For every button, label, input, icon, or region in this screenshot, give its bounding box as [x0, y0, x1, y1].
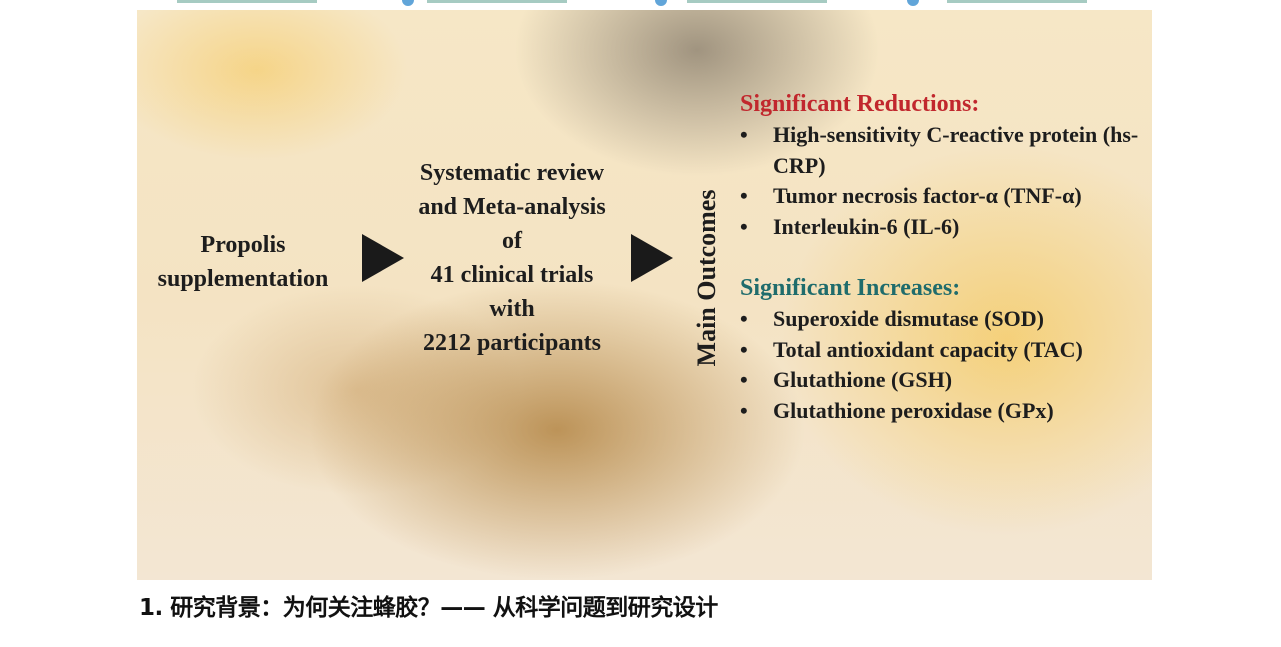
- list-item: High-sensitivity C-reactive protein (hs-…: [740, 120, 1152, 181]
- method-line: of: [502, 228, 522, 254]
- section-heading: 1. 研究背景：为何关注蜂胶？—— 从科学问题到研究设计: [139, 595, 718, 621]
- outcomes-list: Significant Reductions: High-sensitivity…: [740, 88, 1152, 426]
- input-label: Propolis supplementation: [157, 232, 329, 292]
- method-line: Systematic review: [419, 160, 605, 186]
- watermark-text: [947, 0, 1087, 3]
- method-box: Systematic review and Meta-analysis of 4…: [397, 156, 627, 360]
- method-line: 41 clinical trials: [430, 262, 594, 288]
- watermark-strip: [137, 0, 1152, 10]
- watermark-logo-icon: [907, 0, 919, 6]
- increases-list: Superoxide dismutase (SOD) Total antioxi…: [740, 304, 1152, 426]
- main-outcomes-label: Main Outcomes: [692, 189, 721, 366]
- list-item: Superoxide dismutase (SOD): [740, 304, 1152, 335]
- reductions-list: High-sensitivity C-reactive protein (hs-…: [740, 120, 1152, 242]
- list-item: Interleukin-6 (IL-6): [740, 212, 1152, 243]
- arrow-right-icon: [631, 234, 673, 282]
- arrow-right-icon: [362, 234, 404, 282]
- list-item: Glutathione (GSH): [740, 365, 1152, 396]
- method-line: with: [489, 296, 535, 322]
- method-line: 2212 participants: [422, 330, 601, 356]
- reductions-title: Significant Reductions:: [740, 91, 980, 117]
- graphical-abstract-image: Propolis supplementation Systematic revi…: [137, 10, 1152, 580]
- watermark-text: [687, 0, 827, 3]
- method-line: and Meta-analysis: [418, 194, 606, 220]
- watermark-text: [427, 0, 567, 3]
- list-item: Glutathione peroxidase (GPx): [740, 396, 1152, 427]
- watermark-logo-icon: [402, 0, 414, 6]
- list-item: Total antioxidant capacity (TAC): [740, 335, 1152, 366]
- list-item: Tumor necrosis factor-α (TNF-α): [740, 181, 1152, 212]
- watermark-logo-icon: [655, 0, 667, 6]
- increases-title: Significant Increases:: [740, 275, 961, 301]
- watermark-text: [177, 0, 317, 3]
